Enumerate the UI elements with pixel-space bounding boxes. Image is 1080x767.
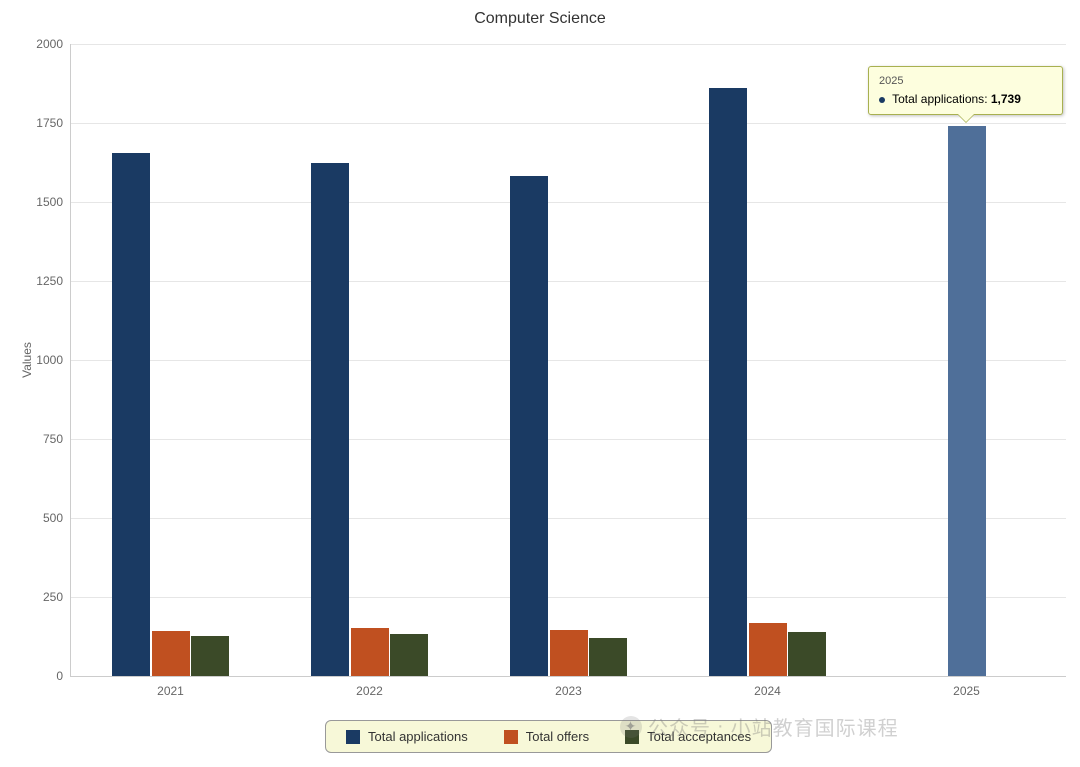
legend: Total applications Total offers Total ac… [325, 720, 772, 753]
bar[interactable] [152, 631, 190, 676]
gridline [71, 202, 1066, 203]
legend-swatch-icon [504, 730, 518, 744]
x-tick-label: 2024 [754, 684, 781, 698]
x-tick-label: 2021 [157, 684, 184, 698]
x-tick-label: 2025 [953, 684, 980, 698]
y-tick-label: 750 [43, 432, 63, 446]
bar[interactable] [788, 632, 826, 676]
gridline [71, 281, 1066, 282]
tooltip-value: 1,739 [991, 92, 1021, 106]
tooltip-dot-icon [879, 97, 885, 103]
tooltip-header: 2025 [879, 73, 1052, 90]
y-tick-label: 0 [56, 669, 63, 683]
gridline [71, 44, 1066, 45]
y-tick-label: 500 [43, 511, 63, 525]
y-tick-label: 1000 [36, 353, 63, 367]
bar[interactable] [191, 636, 229, 676]
y-tick-label: 250 [43, 590, 63, 604]
bar[interactable] [948, 126, 986, 676]
legend-swatch-icon [625, 730, 639, 744]
bar[interactable] [510, 176, 548, 676]
legend-item-acceptances[interactable]: Total acceptances [625, 729, 751, 744]
legend-label: Total applications [368, 729, 468, 744]
y-tick-label: 1250 [36, 274, 63, 288]
chart-title: Computer Science [0, 10, 1080, 28]
legend-swatch-icon [346, 730, 360, 744]
y-tick-label: 1500 [36, 195, 63, 209]
bar[interactable] [390, 634, 428, 676]
gridline [71, 439, 1066, 440]
x-tick-label: 2022 [356, 684, 383, 698]
bar[interactable] [589, 638, 627, 676]
gridline [71, 597, 1066, 598]
bar[interactable] [112, 153, 150, 676]
bar[interactable] [351, 628, 389, 676]
y-tick-label: 2000 [36, 37, 63, 51]
legend-item-applications[interactable]: Total applications [346, 729, 468, 744]
legend-label: Total offers [526, 729, 589, 744]
plot-area: 0250500750100012501500175020002021202220… [70, 44, 1066, 677]
tooltip-row: Total applications: 1,739 [879, 90, 1052, 108]
gridline [71, 360, 1066, 361]
gridline [71, 123, 1066, 124]
legend-item-offers[interactable]: Total offers [504, 729, 589, 744]
bar[interactable] [749, 623, 787, 676]
y-tick-label: 1750 [36, 116, 63, 130]
gridline [71, 518, 1066, 519]
tooltip-series-label: Total applications [892, 92, 984, 106]
x-tick-label: 2023 [555, 684, 582, 698]
tooltip: 2025 Total applications: 1,739 [868, 66, 1063, 115]
legend-label: Total acceptances [647, 729, 751, 744]
bar[interactable] [550, 630, 588, 676]
bar[interactable] [709, 88, 747, 676]
bar[interactable] [311, 163, 349, 676]
y-axis-label: Values [20, 342, 34, 378]
